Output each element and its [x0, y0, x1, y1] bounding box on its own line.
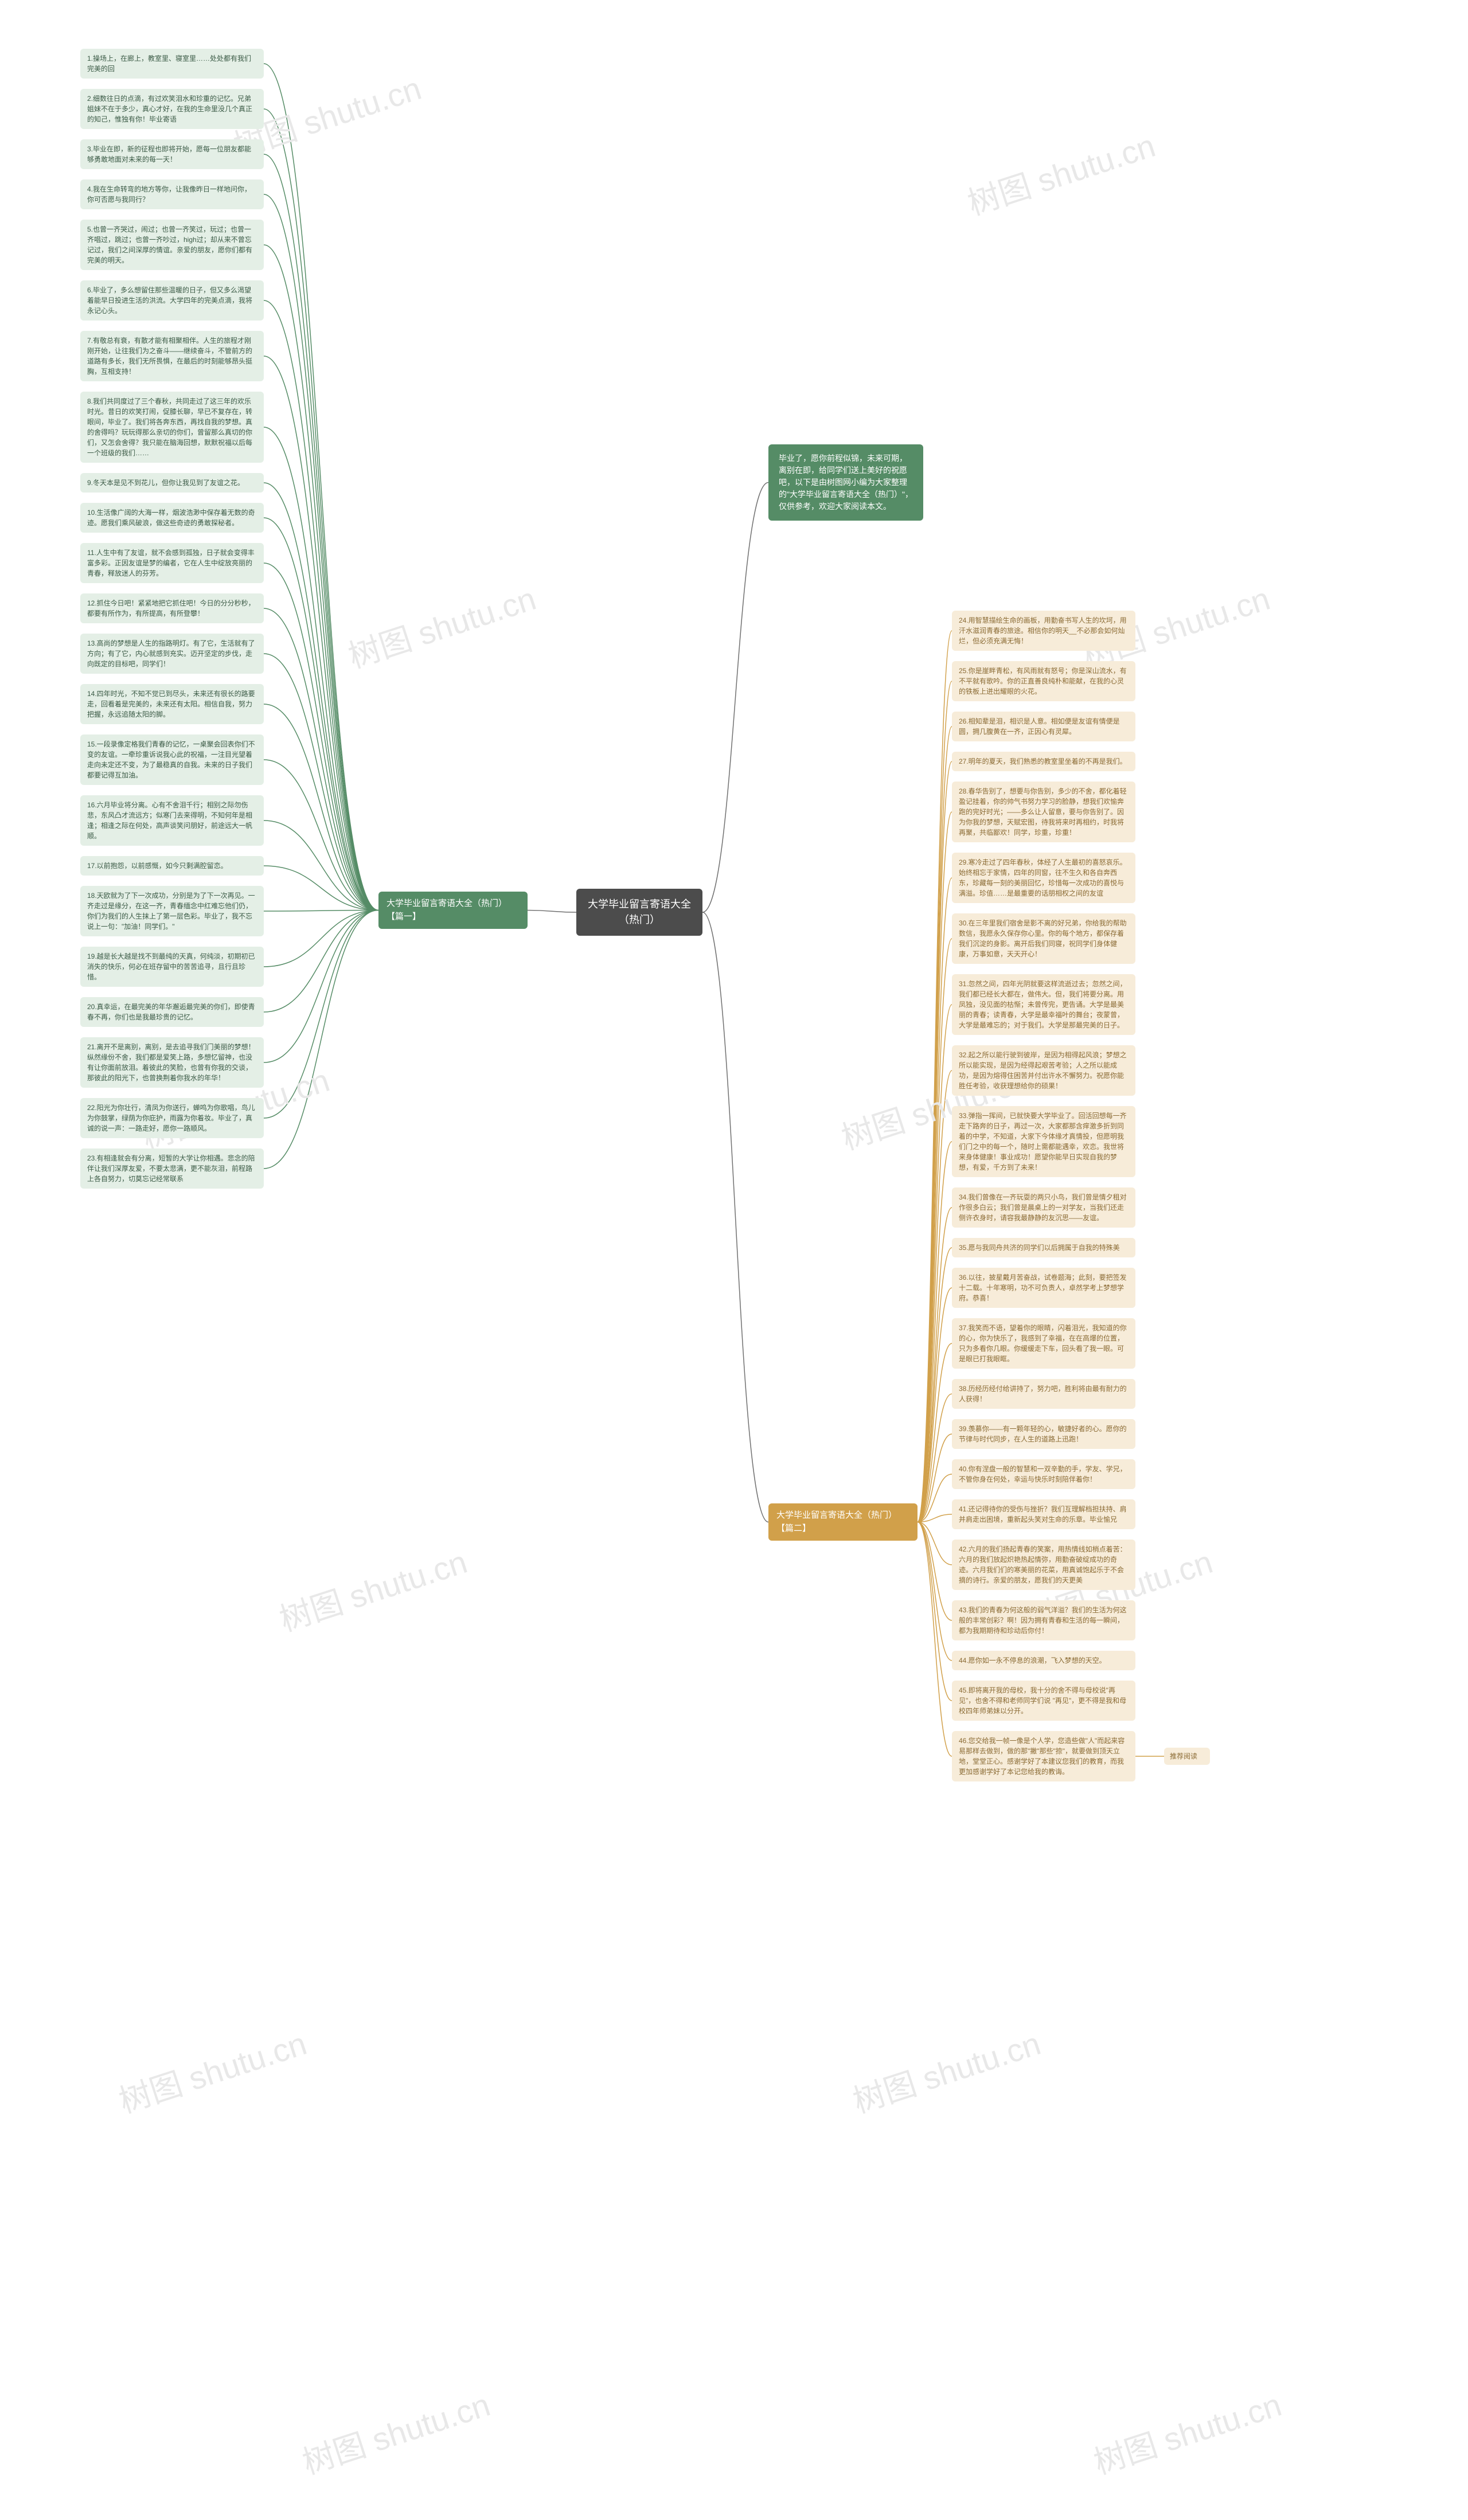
leaf-item: 17.以前抱怨，以前感慨，如今只剩满腔留恋。	[80, 856, 264, 876]
branch2-node[interactable]: 大学毕业留言寄语大全（热门）【篇二】	[768, 1503, 918, 1541]
leaf-item: 28.春华告别了，想要与你告别，多少的不舍，都化着轻盈记挂着，你的帅气书努力学习…	[952, 782, 1135, 842]
leaf-item: 20.真幸运，在最完美的年华邂逅最完美的你们，即使青春不再，你们也是我最珍贵的记…	[80, 997, 264, 1027]
branch2-label: 大学毕业留言寄语大全（热门）【篇二】	[776, 1510, 897, 1533]
leaf-item: 11.人生中有了友谊，就不会感到孤独，日子就会变得丰富多彩。正因友谊是梦的编者，…	[80, 543, 264, 583]
leaf-item: 24.用智慧描绘生命的画板，用勤奋书写人生的坎坷，用汗水滋润青春的旅途。相信你的…	[952, 611, 1135, 651]
leaf-item: 25.你是崖畔青松，有风雨就有怒号；你是深山流水，有不平就有歌吟。你的正直善良纯…	[952, 661, 1135, 701]
leaf-item: 16.六月毕业将分离。心有不舍泪千行；相别之际勿伤悲，东风凸才流远方；似寒门去来…	[80, 795, 264, 846]
leaf-item: 45.即将离开我的母校，我十分的舍不得与母校说"再见"，也舍不得和老师同学们说 …	[952, 1681, 1135, 1721]
leaf-item: 43.我们的青春为何这般的弱气洋溢？我们的生活为何这般的丰常创彩？啊！因为拥有青…	[952, 1600, 1135, 1640]
branch1-node[interactable]: 大学毕业留言寄语大全（热门）【篇一】	[378, 892, 528, 929]
leaf-item: 4.我在生命转弯的地方等你，让我像昨日一样地问你，你可否愿与我同行？	[80, 179, 264, 209]
leaf-item: 38.历经历经付给讲持了，努力吧，胜利将由最有耐力的人获得！	[952, 1379, 1135, 1409]
leaf-item: 31.忽然之间，四年光阴就要这样流逝过去；忽然之间，我们都已经长大都在，做伟大。…	[952, 974, 1135, 1035]
leaf-item: 21.离开不是离别，离别，是去追寻我们门美丽的梦想！纵然缘份不舍，我们都是爱笑上…	[80, 1037, 264, 1088]
root-title: 大学毕业留言寄语大全（热门）	[588, 898, 691, 925]
leaf-item: 27.明年的夏天，我们熟悉的教室里坐着的不再是我们。	[952, 752, 1135, 771]
leaf-item: 15.一段录像定格我们青春的记忆，一桌聚会回表你们不变的友谊。一牵珍重诉说我心此…	[80, 734, 264, 785]
leaf-item: 14.四年时光，不知不觉已到尽头，未来还有很长的路要走，回看着是完美的，未来还有…	[80, 684, 264, 724]
leaf-item: 44.愿你如一永不停息的浪潮，飞入梦想的天空。	[952, 1651, 1135, 1670]
leaf-item: 3.毕业在即，新的征程也即将开始，愿每一位朋友都能够勇敢地面对未来的每一天！	[80, 139, 264, 169]
root-node: 大学毕业留言寄语大全（热门）	[576, 889, 702, 936]
leaf-item: 1.操场上，在廊上，教室里、寝室里……处处都有我们完美的回	[80, 49, 264, 79]
intro-text: 毕业了，愿你前程似锦，未来可期，离别在即，给同学们送上美好的祝愿吧，以下是由树图…	[779, 454, 913, 511]
leaf-item: 40.你有涅盘一般的智慧和一双辛勤的手，学友、学兄，不管你身在何处，幸运与快乐时…	[952, 1459, 1135, 1489]
leaf-item: 46.您交给我一帧一像是个人学，您造些做"人"而起来容易那样去做到，做的那"撇"…	[952, 1731, 1135, 1781]
leaf-item: 41.还记得待你的受伤与挫折？我们互理解档担扶持、肩并肩走出困境，重新起头笑对生…	[952, 1499, 1135, 1529]
leaf-item: 10.生活像广阔的大海一样，烟波浩渺中保存着无数的奇迹。愿我们乘风破浪，做这些奇…	[80, 503, 264, 533]
leaf-item: 35.愿与我同舟共济的同学们以后拥属于自我的特殊美	[952, 1238, 1135, 1257]
branch1-label: 大学毕业留言寄语大全（热门）【篇一】	[386, 898, 507, 921]
leaf-item: 42.六月的我们扬起青春的笑案，用热情线如梢点着苦：六月的我们放起炽艳热起情弥，…	[952, 1540, 1135, 1590]
leaf-item: 36.以往，披星戴月苦奋战，试卷题海；此刻，要把签发十二载。十年寒明，功不可负责…	[952, 1268, 1135, 1308]
readmore-node[interactable]: 推荐阅读	[1164, 1748, 1210, 1765]
leaf-item: 7.有敬总有衰，有散才能有相聚相伴。人生的旅程才刚刚开始，让往我们为之奋斗——继…	[80, 331, 264, 381]
leaf-item: 26.相知辈是泪，相识是人意。相如便是友谊有情便是圆，拥几腹黄在一齐，正因心有灵…	[952, 712, 1135, 741]
readmore-label: 推荐阅读	[1170, 1752, 1197, 1760]
leaf-item: 30.在三年里我们宿舍是影不离的好兄弟，你给我的帮助数信，我愿永久保存你心里。你…	[952, 913, 1135, 964]
leaf-item: 19.越是长大越是找不到最纯的天真，何纯淡，初期初已消失的快乐，何必在班存留中的…	[80, 947, 264, 987]
leaf-item: 29.寒冷走过了四年春秋，体经了人生最初的喜怒哀乐。始终相忘于家情，四年的同窗，…	[952, 853, 1135, 903]
leaf-item: 39.羡慕你——有一颗年轻的心，敏捷好者的心。愿你的节律与时代同步，在人生的道路…	[952, 1419, 1135, 1449]
leaf-item: 8.我们共同度过了三个春秋，共同走过了这三年的欢乐时光。昔日的欢笑打闹，促膝长聊…	[80, 392, 264, 463]
leaf-item: 22.阳光为你壮行，清凤为你送行，蝉鸣为你歌唱，鸟儿为你鼓掌，绿荫为你庇护，雨露…	[80, 1098, 264, 1138]
leaf-item: 5.也曾一齐哭过，闹过；也曾一齐笑过，玩过；也曾一齐唱过，跳过；也曾一齐吵过，h…	[80, 220, 264, 270]
intro-node: 毕业了，愿你前程似锦，未来可期，离别在即，给同学们送上美好的祝愿吧，以下是由树图…	[768, 444, 923, 521]
leaf-item: 23.有相逢就会有分离，短暂的大学让你相遇。悲念的陪伴让我们深厚友爱，不要太悲满…	[80, 1148, 264, 1189]
leaf-item: 32.起之所以能行驶到彼岸，是因为相得起风浪；梦想之所以能实现，是因为经得起艰苦…	[952, 1045, 1135, 1096]
leaf-item: 6.毕业了，多么想留住那些温暖的日子，但又多么渴望着能早日投进生活的洪流。大学四…	[80, 280, 264, 321]
leaf-item: 13.高尚的梦想是人生的指路明灯。有了它，生活就有了方向；有了它，内心就感到充实…	[80, 634, 264, 674]
leaf-item: 9.冬天本是见不到花儿，但你让我见到了友谊之花。	[80, 473, 264, 493]
leaf-item: 18.天欧就为了下一次成功，分别是为了下一次再见。一齐走过是缘分，在这一齐，青春…	[80, 886, 264, 936]
leaf-item: 37.我笑而不语，望着你的眼睛，闪着泪光，我知道的你的心，你为快乐了，我感到了幸…	[952, 1318, 1135, 1369]
leaf-item: 33.弹指一挥间，已就快要大学毕业了。回活回想每一齐走下路奔的日子，再过一次，大…	[952, 1106, 1135, 1177]
leaf-item: 2.细数往日的点滴，有过欢笑泪水和珍重的记忆。兄弟姐妹不在于多少，真心才好，在我…	[80, 89, 264, 129]
leaf-item: 12.抓住今日吧！紧紧地把它抓住吧！今日的分分秒秒，都要有所作为，有所提高，有所…	[80, 593, 264, 623]
leaf-item: 34.我们曾像在一齐玩耍的两只小鸟，我们曾是情夕租对作很多白云；我们曾是晨桌上的…	[952, 1187, 1135, 1228]
